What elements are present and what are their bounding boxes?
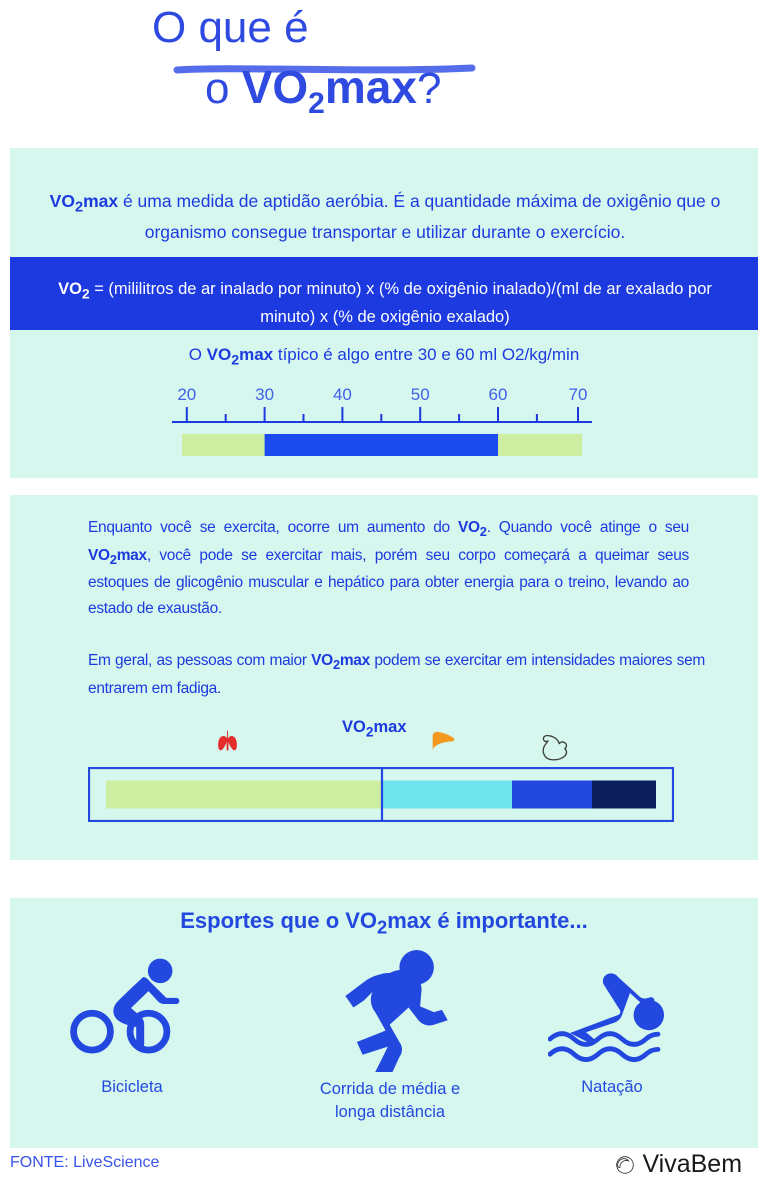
svg-text:70: 70 [569,385,588,404]
svg-text:30: 30 [255,385,274,404]
svg-text:20: 20 [177,385,196,404]
svg-text:50: 50 [411,385,430,404]
svg-text:60: 60 [489,385,508,404]
svg-text:40: 40 [333,385,352,404]
